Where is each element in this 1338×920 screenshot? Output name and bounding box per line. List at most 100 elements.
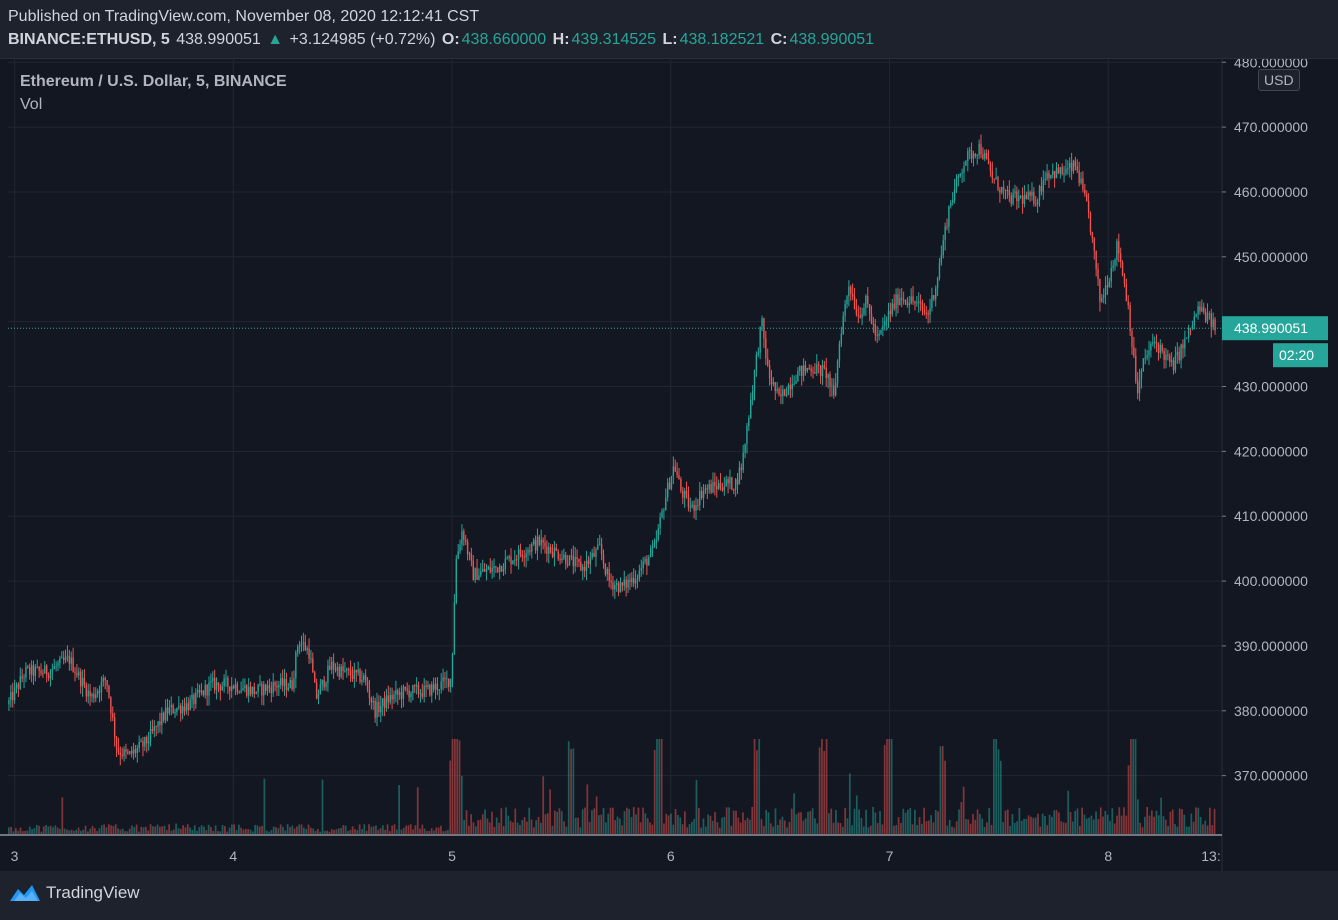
candle-body — [1080, 178, 1082, 184]
volume-bar — [533, 827, 535, 834]
volume-bar — [31, 829, 33, 834]
volume-bar — [59, 828, 61, 834]
candle-body — [512, 560, 514, 565]
volume-bar — [231, 824, 233, 834]
volume-bar — [883, 744, 886, 834]
volume-bar — [958, 809, 960, 834]
candle-body — [744, 443, 746, 453]
candle-body — [557, 550, 559, 560]
volume-bar — [21, 831, 24, 834]
candle-body — [502, 569, 505, 572]
volume-bar — [1157, 815, 1160, 834]
volume-bar — [972, 814, 974, 834]
price-tick-label: 390.000000 — [1234, 638, 1308, 654]
candle-body — [19, 676, 21, 689]
candle-body — [1193, 316, 1195, 326]
candle-body — [93, 693, 95, 699]
candle-body — [385, 695, 388, 709]
volume-bar — [1213, 808, 1216, 834]
volume-bar — [1039, 826, 1042, 834]
volume-bar — [1099, 807, 1102, 834]
volume-bar — [207, 824, 210, 834]
candle-body — [127, 751, 129, 754]
candle-body — [891, 303, 893, 315]
volume-bar — [739, 822, 742, 834]
volume-bar — [846, 818, 849, 834]
volume-bar — [474, 826, 477, 834]
candle-body — [806, 367, 809, 372]
candle-body — [583, 566, 586, 571]
volume-bar — [976, 809, 979, 834]
volume-bar — [310, 827, 312, 834]
candle-body — [831, 385, 833, 387]
volume-bar — [1160, 797, 1162, 834]
volume-bar — [456, 739, 459, 834]
price-tick-label: 380.000000 — [1234, 703, 1308, 719]
candle-body — [1021, 196, 1024, 204]
volume-bar — [512, 822, 514, 834]
candle-body — [663, 510, 665, 512]
candle-body — [844, 304, 846, 316]
candle-body — [240, 690, 242, 693]
candle-body — [353, 669, 356, 679]
volume-bar — [1030, 816, 1032, 834]
candle-body — [678, 475, 680, 480]
candle-body — [44, 665, 46, 674]
candle-body — [957, 176, 960, 178]
candle-body — [1070, 162, 1073, 172]
candle-body — [59, 657, 61, 664]
candle-body — [149, 728, 152, 742]
volume-bar — [42, 826, 45, 834]
volume-bar — [686, 827, 689, 834]
candle-body — [682, 490, 684, 498]
volume-bar — [711, 820, 714, 834]
chart-area[interactable]: 370.000000 380.000000 390.000000 400.000000… — [0, 58, 1338, 872]
volume-bar — [77, 827, 80, 834]
candle-body — [563, 554, 565, 559]
volume-bar — [268, 831, 270, 834]
volume-bar — [988, 807, 991, 834]
volume-bar — [637, 807, 640, 834]
candle-body — [238, 692, 240, 694]
candle-body — [1076, 166, 1078, 171]
candle-body — [816, 364, 818, 374]
candle-body — [410, 693, 412, 698]
tradingview-logo[interactable]: TradingView — [8, 883, 140, 903]
candle-body — [1019, 196, 1022, 198]
volume-bar — [73, 830, 75, 834]
volume-bar — [61, 797, 64, 834]
volume-bar — [1051, 816, 1053, 834]
candle-body — [1038, 185, 1041, 200]
candle-body — [310, 658, 312, 660]
candle-body — [327, 665, 329, 683]
volume-bar — [1074, 811, 1077, 834]
candle-body — [748, 417, 750, 426]
volume-bar — [1155, 810, 1158, 834]
candle-body — [280, 678, 282, 686]
volume-bar — [841, 826, 844, 834]
candle-body — [336, 667, 339, 671]
volume-bar — [1167, 826, 1169, 834]
candle-body — [625, 579, 627, 588]
candle-body — [553, 547, 556, 557]
volume-bar — [707, 814, 709, 834]
volume-bar — [1192, 821, 1195, 834]
volume-bar — [430, 828, 433, 834]
candle-body — [812, 371, 814, 373]
candle-body — [461, 531, 463, 545]
price-chart[interactable]: 370.000000 380.000000 390.000000 400.000000… — [0, 59, 1338, 871]
candle-body — [755, 354, 758, 371]
candle-body — [78, 671, 80, 676]
candle-body — [889, 310, 892, 315]
volume-bar — [728, 807, 730, 834]
volume-bar — [1013, 822, 1016, 834]
volume-bar — [172, 829, 175, 834]
volume-bar — [119, 829, 122, 834]
volume-bar — [12, 831, 15, 834]
volume-bar — [607, 813, 610, 834]
candle-body — [147, 741, 150, 744]
candle-body — [1178, 351, 1180, 361]
volume-bar — [598, 815, 600, 834]
currency-badge[interactable]: USD — [1258, 69, 1300, 91]
volume-bar — [1139, 822, 1142, 834]
